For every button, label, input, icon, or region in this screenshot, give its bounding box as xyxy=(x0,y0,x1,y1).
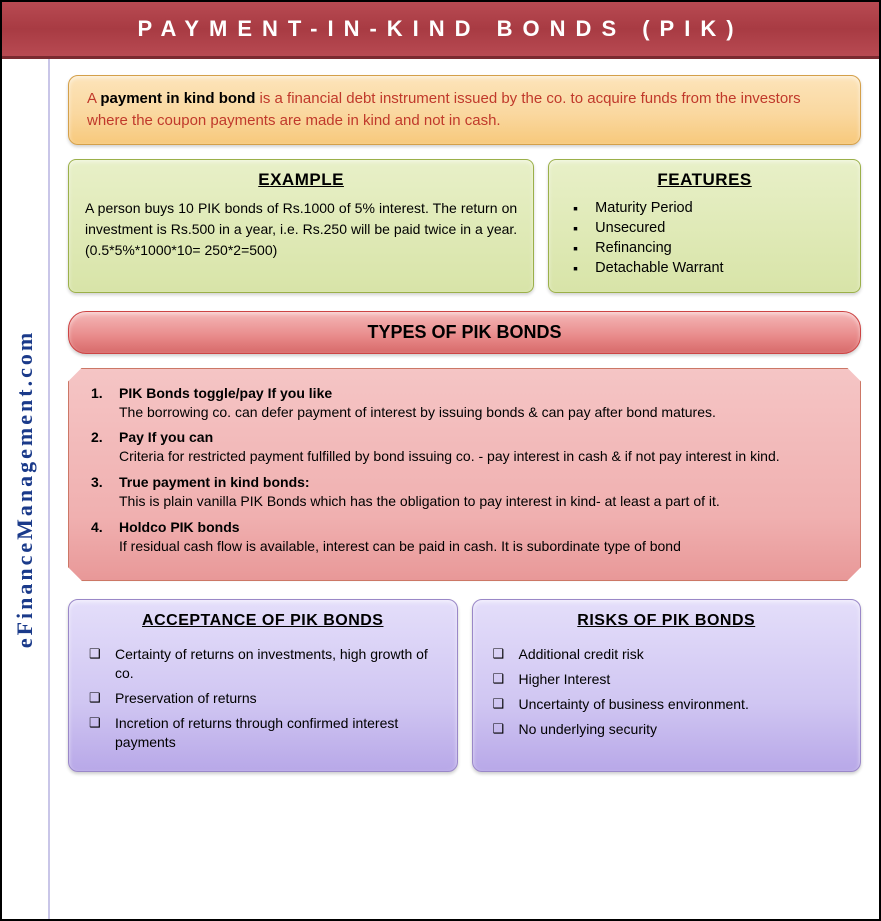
list-item: Preservation of returns xyxy=(87,686,439,711)
acceptance-list: Certainty of returns on investments, hig… xyxy=(87,642,439,754)
features-heading: FEATURES xyxy=(565,170,844,190)
content-area: A payment in kind bond is a financial de… xyxy=(50,59,879,919)
list-item: Maturity Period xyxy=(569,198,844,218)
list-item: No underlying security xyxy=(491,717,843,742)
list-item: Refinancing xyxy=(569,238,844,258)
type-title: Holdco PIK bonds xyxy=(119,519,240,535)
type-desc: The borrowing co. can defer payment of i… xyxy=(119,403,838,422)
type-desc: This is plain vanilla PIK Bonds which ha… xyxy=(119,492,838,511)
features-list: Maturity Period Unsecured Refinancing De… xyxy=(569,198,844,278)
list-item: Unsecured xyxy=(569,218,844,238)
list-item: True payment in kind bonds: This is plai… xyxy=(91,474,838,511)
type-title: PIK Bonds toggle/pay If you like xyxy=(119,385,332,401)
row-example-features: EXAMPLE A person buys 10 PIK bonds of Rs… xyxy=(68,159,861,293)
infographic-container: PAYMENT-IN-KIND BONDS (PIK) eFinanceMana… xyxy=(0,0,881,921)
body-row: eFinanceManagement.com A payment in kind… xyxy=(2,59,879,919)
intro-bold-term: payment in kind bond xyxy=(100,90,255,107)
list-item: Certainty of returns on investments, hig… xyxy=(87,642,439,686)
page-title: PAYMENT-IN-KIND BONDS (PIK) xyxy=(2,2,879,59)
list-item: Higher Interest xyxy=(491,667,843,692)
sidebar: eFinanceManagement.com xyxy=(2,59,50,919)
types-list: PIK Bonds toggle/pay If you like The bor… xyxy=(91,385,838,557)
type-desc: If residual cash flow is available, inte… xyxy=(119,537,838,556)
types-heading: TYPES OF PIK BONDS xyxy=(68,311,861,354)
list-item: Incretion of returns through confirmed i… xyxy=(87,711,439,755)
list-item: Uncertainty of business environment. xyxy=(491,692,843,717)
type-desc: Criteria for restricted payment fulfille… xyxy=(119,447,838,466)
risks-heading: RISKS OF PIK BONDS xyxy=(491,612,843,630)
type-title: Pay If you can xyxy=(119,429,213,445)
sidebar-brand: eFinanceManagement.com xyxy=(12,330,38,648)
intro-before: A xyxy=(87,90,100,107)
example-text: A person buys 10 PIK bonds of Rs.1000 of… xyxy=(85,198,517,261)
list-item: Additional credit risk xyxy=(491,642,843,667)
features-card: FEATURES Maturity Period Unsecured Refin… xyxy=(548,159,861,293)
risks-list: Additional credit risk Higher Interest U… xyxy=(491,642,843,742)
acceptance-heading: ACCEPTANCE OF PIK BONDS xyxy=(87,612,439,630)
row-acceptance-risks: ACCEPTANCE OF PIK BONDS Certainty of ret… xyxy=(68,599,861,771)
acceptance-card: ACCEPTANCE OF PIK BONDS Certainty of ret… xyxy=(68,599,458,771)
types-card: PIK Bonds toggle/pay If you like The bor… xyxy=(68,368,861,582)
type-title: True payment in kind bonds: xyxy=(119,474,310,490)
risks-card: RISKS OF PIK BONDS Additional credit ris… xyxy=(472,599,862,771)
example-card: EXAMPLE A person buys 10 PIK bonds of Rs… xyxy=(68,159,534,293)
list-item: PIK Bonds toggle/pay If you like The bor… xyxy=(91,385,838,422)
list-item: Detachable Warrant xyxy=(569,258,844,278)
intro-card: A payment in kind bond is a financial de… xyxy=(68,75,861,145)
list-item: Holdco PIK bonds If residual cash flow i… xyxy=(91,519,838,556)
example-heading: EXAMPLE xyxy=(85,170,517,190)
list-item: Pay If you can Criteria for restricted p… xyxy=(91,429,838,466)
